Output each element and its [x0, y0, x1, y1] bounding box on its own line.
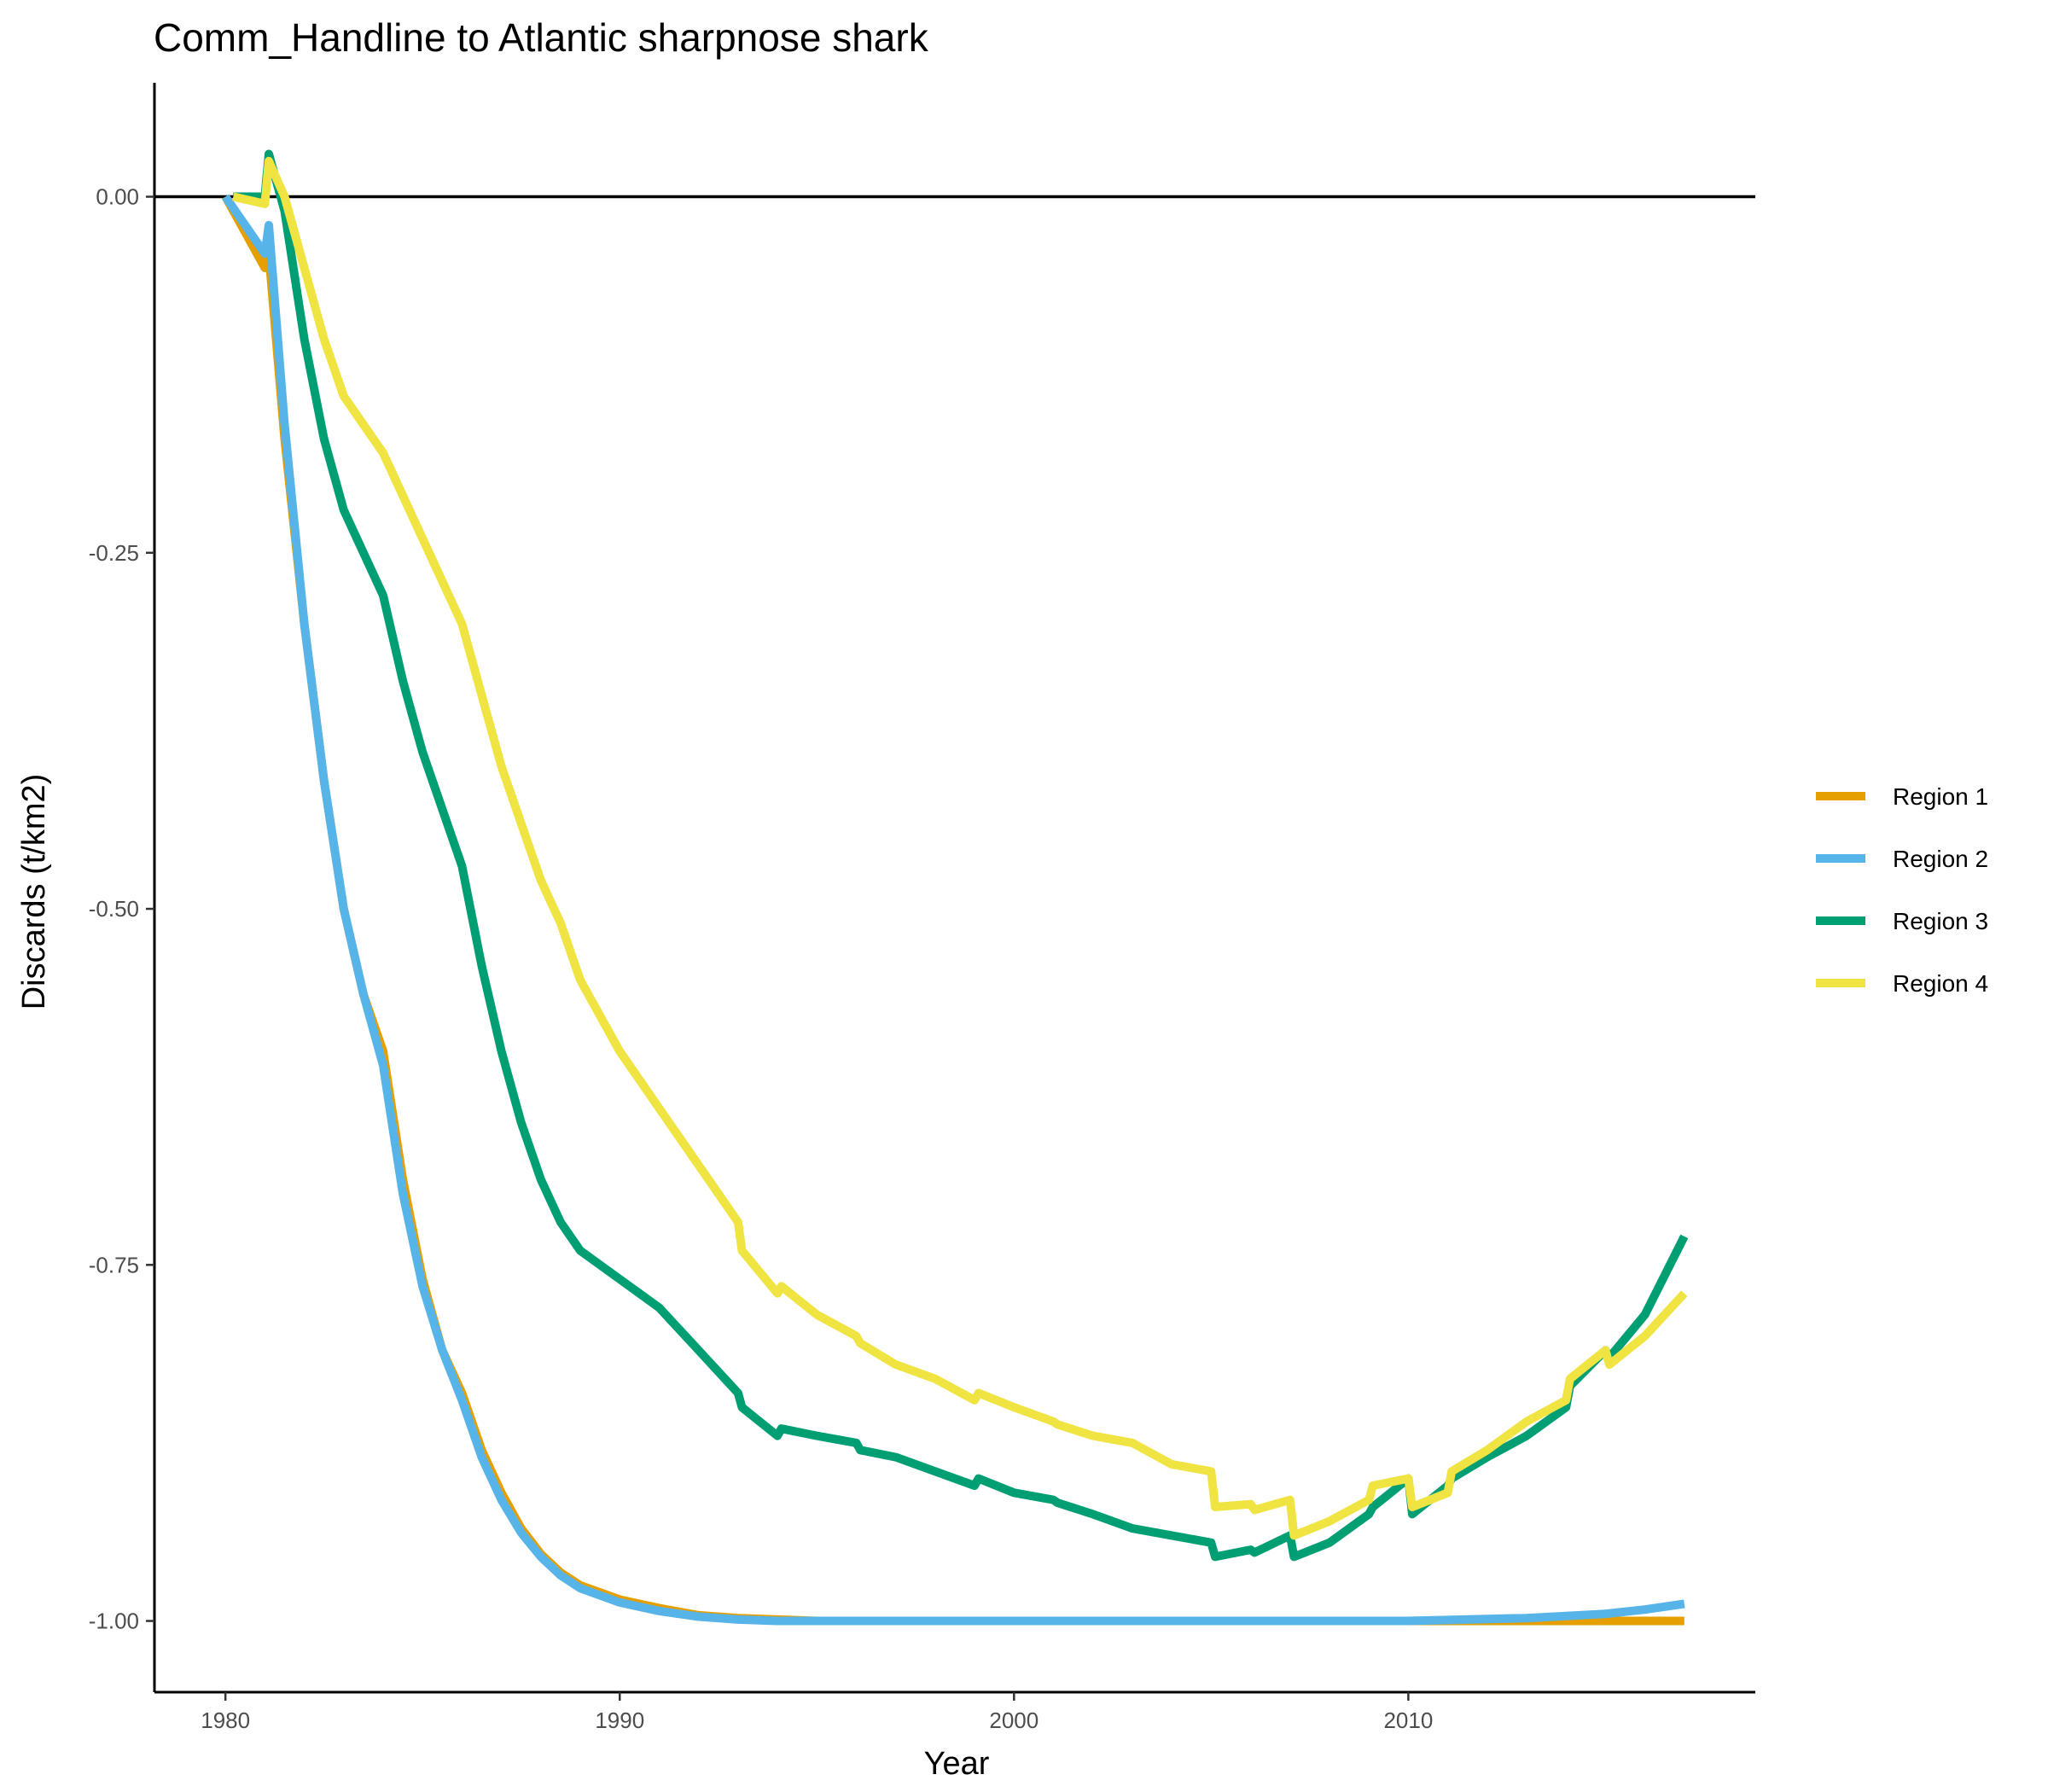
- legend-label-region-4: Region 4: [1893, 970, 1988, 997]
- series-layer: [221, 149, 1689, 1626]
- y-tick-label: -1.00: [89, 1609, 139, 1634]
- series-line-region-3: [233, 149, 1689, 1562]
- x-tick-label: 1980: [201, 1708, 250, 1733]
- y-tick-label: -0.25: [89, 540, 139, 566]
- legend-label-region-3: Region 3: [1893, 908, 1988, 934]
- plot-area: 0.00 -0.25 -0.50 -0.75 -1.00 1980 1990 2000 201…: [89, 83, 1755, 1733]
- y-axis-title: Discards (t/km2): [16, 774, 52, 1010]
- legend-label-region-1: Region 1: [1893, 783, 1988, 810]
- y-tick-label: 0.00: [96, 184, 139, 210]
- y-tick-label: -0.50: [89, 896, 139, 922]
- legend-label-region-2: Region 2: [1893, 846, 1988, 872]
- x-tick-label: 2010: [1383, 1708, 1433, 1733]
- x-ticks: 1980 1990 2000 2010: [201, 1692, 1433, 1733]
- series-line-region-4: [232, 156, 1688, 1540]
- y-tick-label: -0.75: [89, 1252, 139, 1277]
- x-tick-label: 1990: [595, 1708, 644, 1733]
- x-tick-label: 2000: [989, 1708, 1039, 1733]
- x-axis-title: Year: [924, 1746, 990, 1782]
- chart-title: Comm_Handline to Atlantic sharpnose shar…: [154, 15, 929, 60]
- series-line-region-2: [222, 194, 1685, 1626]
- legend: Region 1 Region 2 Region 3 Region 4: [1816, 783, 1988, 997]
- y-ticks: 0.00 -0.25 -0.50 -0.75 -1.00: [89, 184, 154, 1634]
